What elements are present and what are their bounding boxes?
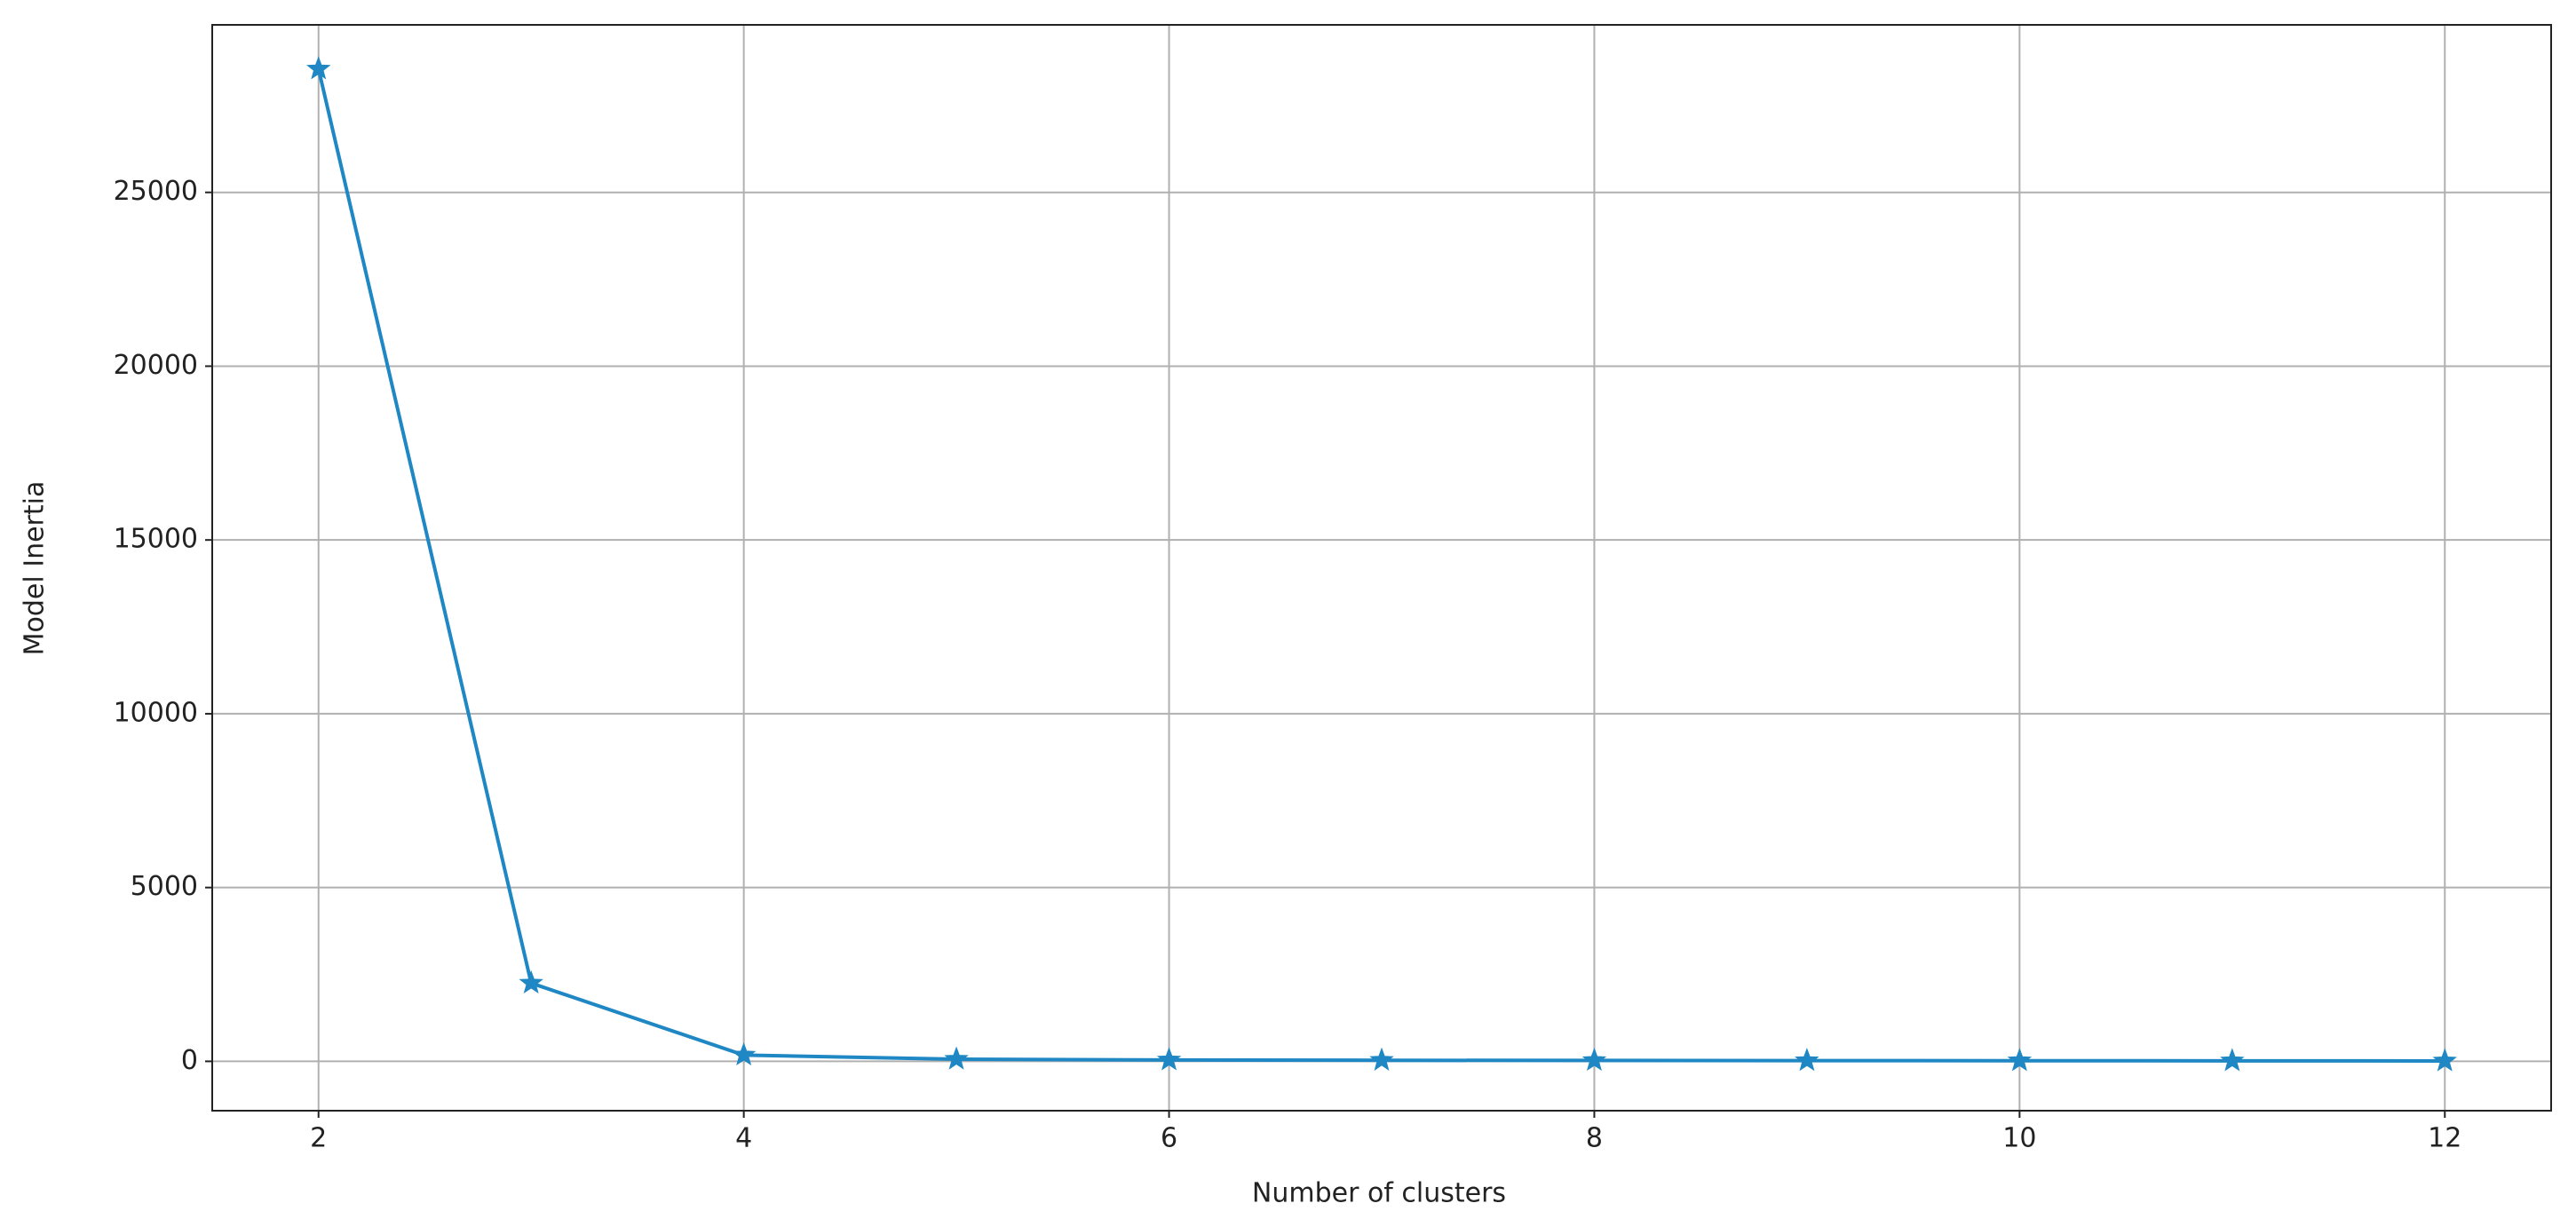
point-marker: [2007, 1048, 2033, 1072]
y-tick-label: 5000: [131, 871, 198, 902]
x-tick-label: 10: [2002, 1123, 2036, 1154]
point-marker: [1795, 1048, 1819, 1072]
x-tick-label: 2: [310, 1123, 327, 1154]
point-marker: [1581, 1047, 1607, 1072]
y-tick-label: 15000: [114, 524, 198, 555]
point-marker: [1156, 1047, 1182, 1071]
point-marker: [2220, 1048, 2245, 1072]
x-tick-label: 6: [1161, 1123, 1177, 1154]
point-marker: [731, 1041, 757, 1066]
point-marker: [2432, 1048, 2457, 1072]
y-tick-label: 20000: [114, 350, 198, 381]
plot-frame: [211, 24, 2552, 1112]
x-axis-label: Number of clusters: [1252, 1178, 1506, 1209]
y-tick-label: 25000: [114, 176, 198, 207]
point-marker: [1369, 1047, 1394, 1071]
point-marker: [944, 1046, 969, 1070]
x-tick-label: 12: [2428, 1123, 2461, 1154]
series-line: [316, 68, 2445, 1063]
point-marker: [306, 56, 331, 80]
x-tick-label: 4: [735, 1123, 752, 1154]
y-axis-label: Model Inertia: [20, 481, 51, 656]
x-tick-label: 8: [1586, 1123, 1603, 1154]
point-marker: [519, 970, 543, 993]
y-tick-label: 0: [181, 1045, 198, 1076]
y-tick-label: 10000: [114, 697, 198, 728]
